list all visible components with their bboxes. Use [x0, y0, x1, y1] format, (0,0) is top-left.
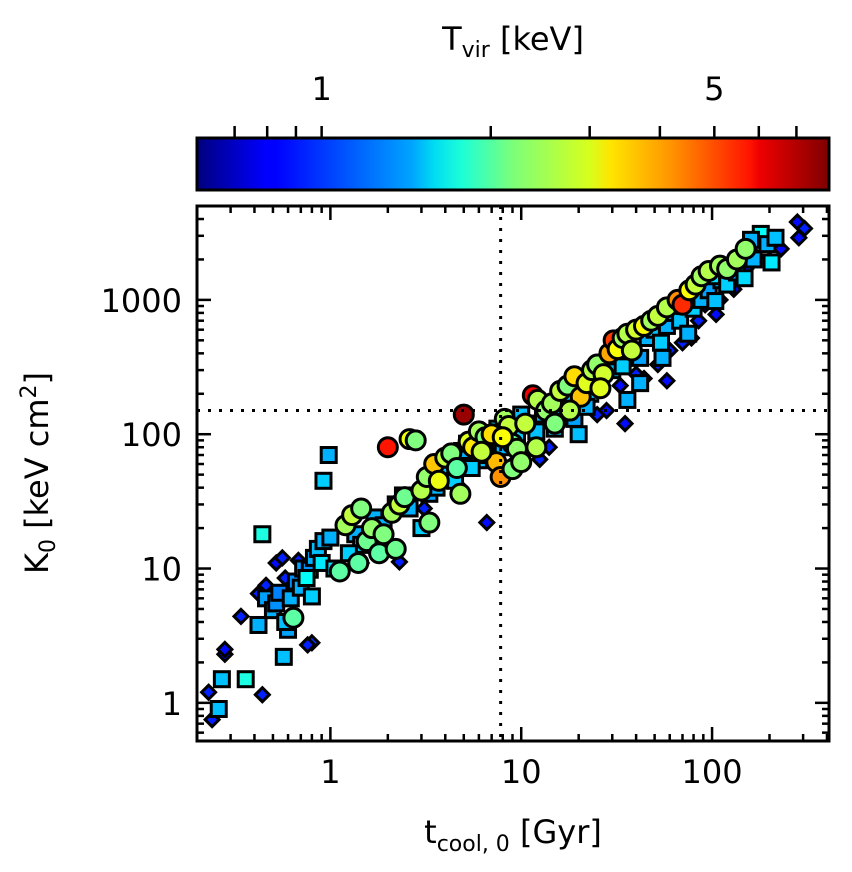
colorbar-gradient — [195, 136, 831, 192]
data-point-square — [321, 528, 340, 547]
data-point-circle — [418, 511, 441, 534]
data-point-square — [631, 374, 650, 393]
colorbar-tick-label: 1 — [311, 70, 331, 108]
data-point-circle — [452, 403, 475, 426]
data-point-circle — [445, 457, 468, 480]
data-point-circle — [427, 469, 450, 492]
data-point-circle — [510, 451, 533, 474]
y-tick-label: 10 — [141, 551, 182, 589]
y-axis-label: K0 [keV cm2] — [17, 372, 61, 574]
data-point-circle — [350, 497, 373, 520]
data-points — [199, 212, 814, 729]
axis-ticks — [195, 204, 829, 741]
data-point-circle — [449, 482, 472, 505]
x-tick-label: 100 — [682, 753, 743, 791]
data-point-circle — [282, 606, 305, 629]
data-point-diamond — [657, 371, 677, 390]
data-point-circle — [470, 440, 493, 463]
data-point-circle — [589, 377, 612, 400]
data-point-square — [613, 357, 632, 376]
data-point-circle — [328, 560, 351, 583]
data-point-square — [212, 670, 231, 689]
data-point-diamond — [706, 305, 726, 324]
data-point-square — [618, 390, 637, 409]
data-point-square — [274, 647, 293, 666]
data-point-square — [297, 569, 316, 588]
data-point-square — [314, 471, 333, 490]
data-point-circle — [543, 412, 566, 435]
data-point-square — [253, 525, 272, 544]
x-axis-label: tcool, 0 [Gyr] — [424, 813, 602, 857]
data-point-square — [679, 324, 698, 343]
data-point-square — [653, 348, 672, 367]
data-point-circle — [384, 537, 407, 560]
x-tick-label: 1 — [320, 753, 340, 791]
data-point-square — [319, 446, 338, 465]
reference-lines — [197, 206, 829, 741]
series-circles — [282, 237, 757, 629]
data-point-diamond — [298, 635, 317, 655]
data-point-circle — [404, 429, 427, 452]
data-point-square — [766, 228, 785, 247]
data-point-square — [209, 699, 228, 718]
data-point-circle — [347, 551, 370, 574]
data-point-diamond — [273, 548, 292, 568]
data-point-circle — [514, 412, 537, 435]
data-point-square — [249, 615, 268, 634]
data-point-circle — [734, 237, 757, 260]
data-point-diamond — [215, 640, 235, 659]
y-tick-label: 1000 — [101, 282, 182, 320]
tick-labels: 1 10 100 1 10 100 1000 — [101, 282, 743, 791]
data-point-circle — [620, 339, 643, 362]
data-point-diamond — [477, 513, 496, 532]
data-point-square — [651, 333, 670, 352]
data-point-circle — [558, 399, 581, 422]
y-tick-label: 1 — [162, 685, 182, 723]
data-point-square — [302, 587, 321, 606]
data-point-circle — [372, 523, 395, 546]
data-point-square — [762, 253, 781, 272]
data-point-circle — [376, 436, 399, 459]
data-point-circle — [491, 426, 514, 449]
colorbar-label: Tvir [keV] — [441, 20, 584, 63]
data-point-square — [706, 292, 725, 311]
data-point-diamond — [253, 685, 272, 704]
data-point-square — [735, 269, 754, 288]
data-point-square — [569, 425, 588, 444]
colorbar-tick-label: 5 — [704, 70, 724, 108]
data-point-diamond — [199, 683, 218, 702]
data-point-diamond — [789, 228, 808, 247]
data-point-circle — [525, 436, 548, 459]
data-point-diamond — [611, 376, 630, 395]
data-point-diamond — [615, 414, 635, 433]
data-point-square — [236, 670, 255, 689]
y-tick-label: 100 — [121, 416, 182, 454]
x-tick-label: 10 — [501, 753, 542, 791]
data-point-diamond — [231, 607, 251, 626]
